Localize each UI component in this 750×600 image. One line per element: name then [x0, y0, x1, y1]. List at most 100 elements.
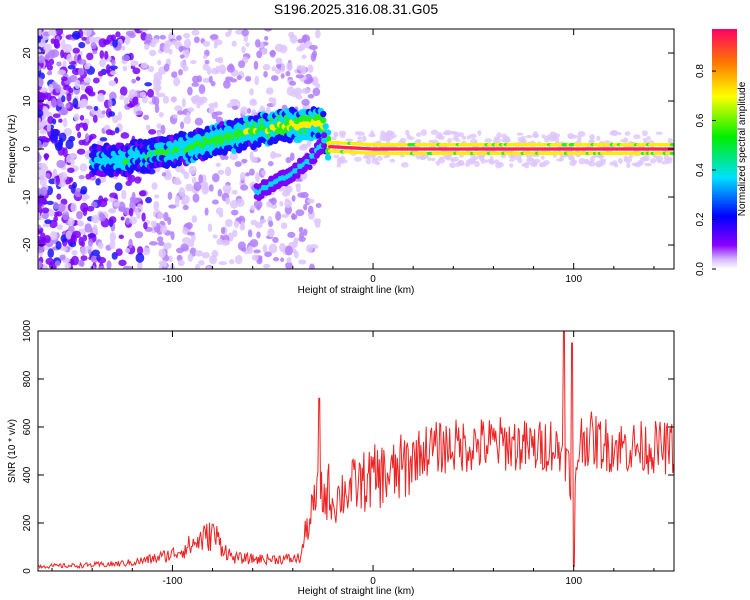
heatmap-cell: [293, 87, 303, 96]
heatmap-cell: [79, 189, 87, 195]
heatmap-cell: [279, 242, 286, 252]
heatmap-cell: [357, 131, 365, 136]
heatmap-cell: [80, 240, 85, 247]
spectrogram-x-tick-label: 0: [370, 274, 376, 285]
heatmap-cell: [176, 35, 182, 41]
heatmap-cell: [83, 29, 92, 37]
heatmap-cell: [437, 135, 445, 140]
heatmap-cell: [128, 207, 134, 217]
spectrogram-y-tick-label: -10: [22, 189, 33, 204]
heatmap-cell: [63, 127, 73, 137]
heatmap-cell: [525, 158, 533, 162]
heatmap-cell: [98, 38, 107, 48]
heatmap-cell: [216, 238, 224, 246]
heatmap-cell: [345, 138, 354, 142]
heatmap-cell: [228, 63, 234, 70]
heatmap-cell: [254, 75, 260, 86]
heatmap-cell: [455, 138, 461, 142]
heatmap-cell: [160, 224, 168, 234]
heatmap-cell: [66, 154, 75, 164]
heatmap-cell: [48, 209, 55, 217]
heatmap-cell: [45, 257, 55, 266]
heatmap-cell: [115, 31, 121, 38]
heatmap-cell: [188, 165, 197, 175]
heatmap-cell: [84, 88, 92, 94]
heatmap-cell: [284, 245, 293, 256]
heatmap-cell: [115, 248, 123, 256]
heatmap-cell: [163, 43, 170, 54]
heatmap-cell: [516, 132, 524, 136]
heatmap-cell: [107, 197, 116, 203]
heatmap-cell: [161, 172, 167, 177]
heatmap-cell: [85, 105, 93, 110]
heatmap-cell: [262, 263, 271, 269]
heatmap-cell: [212, 234, 218, 239]
heatmap-cell: [56, 193, 62, 200]
heatmap-cell: [477, 130, 482, 136]
heatmap-cell: [295, 94, 303, 100]
heatmap-cell: [296, 184, 301, 193]
heatmap-cell: [60, 39, 66, 50]
heatmap-cell: [250, 156, 259, 163]
heatmap-cell: [230, 209, 239, 216]
heatmap-cell: [275, 68, 282, 75]
heatmap-cell: [38, 230, 43, 235]
heatmap-cell: [86, 52, 94, 61]
heatmap-cell: [155, 86, 160, 96]
heatmap-cell: [224, 166, 232, 177]
heatmap-cell: [523, 162, 530, 169]
heatmap-cell: [400, 162, 409, 168]
heatmap-cell: [168, 255, 173, 263]
heatmap-cell: [405, 129, 410, 136]
heatmap-cell: [269, 49, 276, 58]
heatmap-cell: [144, 82, 153, 87]
heatmap-cell: [303, 228, 308, 236]
heatmap-cell: [81, 36, 87, 41]
heatmap-cell: [76, 148, 86, 155]
colorbar-tick-label: 0.6: [695, 113, 706, 127]
heatmap-cell: [191, 176, 197, 184]
heatmap-cell: [356, 136, 363, 140]
heatmap-cell: [151, 38, 160, 44]
heatmap-cell: [44, 153, 49, 161]
heatmap-cell: [187, 86, 193, 96]
heatmap-cell: [217, 57, 224, 64]
heatmap-cell: [307, 64, 314, 73]
heatmap-cell: [72, 47, 80, 54]
heatmap-cell: [174, 105, 183, 112]
heatmap-cell: [588, 160, 596, 167]
heatmap-cell: [173, 180, 183, 185]
heatmap-cell: [241, 247, 247, 252]
heatmap-cell: [111, 59, 116, 66]
heatmap-cell: [194, 250, 204, 257]
heatmap-cell: [109, 239, 116, 250]
heatmap-cell: [97, 92, 105, 103]
heatmap-cell: [38, 101, 44, 109]
heatmap-cell: [60, 76, 68, 82]
heatmap-cell: [268, 97, 274, 103]
heatmap-cell: [117, 111, 122, 121]
heatmap-cell: [209, 34, 219, 40]
heatmap-cell: [60, 234, 68, 243]
heatmap-cell: [206, 66, 212, 76]
heatmap-cell: [134, 207, 139, 215]
heatmap-cell: [78, 174, 85, 180]
snr-x-tick-label: 100: [565, 576, 582, 587]
heatmap-cell: [193, 181, 202, 192]
heatmap-cell: [148, 49, 157, 57]
heatmap-cell: [624, 157, 633, 163]
heatmap-cell: [79, 114, 85, 121]
heatmap-cell: [254, 38, 261, 48]
heatmap-cell: [44, 219, 52, 225]
heatmap-cell: [180, 168, 186, 175]
heatmap-cell: [307, 198, 315, 204]
heatmap-cell: [420, 129, 427, 136]
heatmap-cell: [353, 156, 362, 162]
heatmap-cell: [186, 231, 195, 236]
heatmap-cell: [86, 205, 95, 212]
heatmap-cell: [70, 202, 77, 213]
heatmap-cell: [90, 42, 97, 49]
heatmap-cell: [84, 77, 91, 84]
snr-frame: [37, 330, 675, 572]
heatmap-cell: [209, 255, 218, 265]
